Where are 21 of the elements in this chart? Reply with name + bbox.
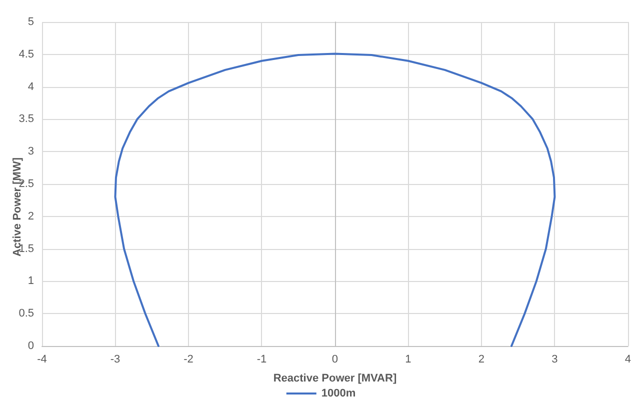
y-tick-label: 1 xyxy=(28,275,34,288)
x-tick-label: -4 xyxy=(37,354,47,366)
y-tick-label: 0 xyxy=(28,340,34,352)
x-tick-label: 3 xyxy=(552,354,558,366)
line-series xyxy=(114,52,556,347)
y-tick-label: 2 xyxy=(28,210,34,222)
legend-label: 1000m xyxy=(321,388,356,400)
x-tick-label: 4 xyxy=(624,354,632,366)
y-tick-label: 3 xyxy=(28,146,34,158)
y-tick-label: 4 xyxy=(28,80,34,93)
x-tick-label: 1 xyxy=(405,354,412,366)
y-tick-label: 4.5 xyxy=(18,48,34,60)
x-tick-label: -2 xyxy=(184,354,194,366)
x-axis-title: Reactive Power [MVAR] xyxy=(273,372,397,384)
y-tick-label: 3.5 xyxy=(18,113,34,126)
x-tick-label: 2 xyxy=(478,354,485,366)
x-tick-label: -3 xyxy=(110,354,120,366)
x-tick-label: -1 xyxy=(256,354,267,366)
y-tick-label: 0.5 xyxy=(18,308,34,320)
y-tick-label: 5 xyxy=(28,16,34,28)
x-tick-label: 0 xyxy=(332,354,338,366)
